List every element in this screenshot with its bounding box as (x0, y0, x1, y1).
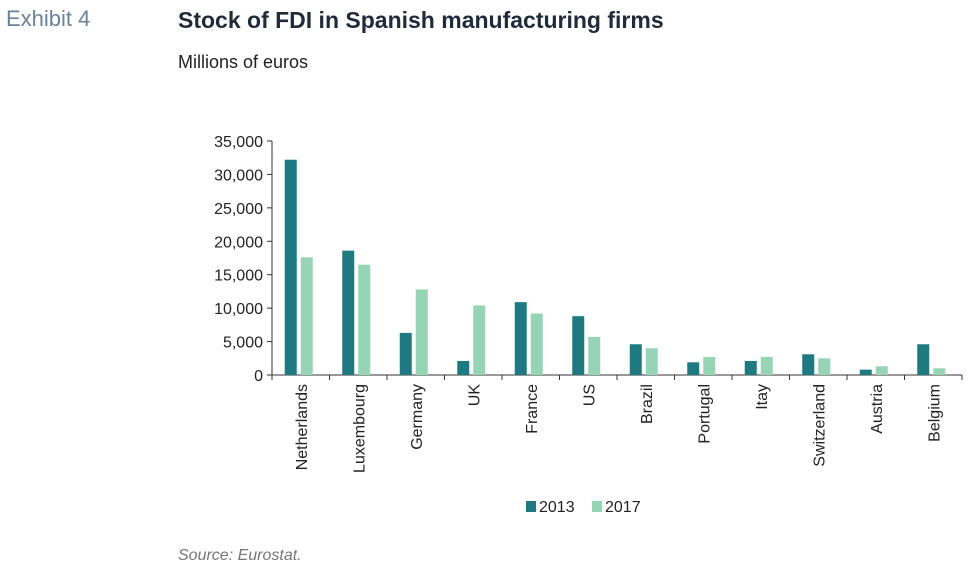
bar-2017-itay (760, 356, 773, 375)
bar-2017-germany (415, 289, 428, 375)
x-tick-label: Brazil (639, 384, 656, 424)
y-axis: 0 5,000 10,000 15,000 20,000 25,000 30,000 35,0… (214, 134, 273, 385)
x-tick-label: Portugal (696, 384, 713, 444)
y-tick-label: 10,000 (214, 301, 263, 318)
bar-2013-belgium (917, 344, 930, 375)
bar-2013-switzerland (802, 354, 815, 375)
legend-label-2013: 2013 (539, 499, 575, 516)
x-tick-label: UK (466, 384, 483, 407)
legend: 2013 2017 (526, 499, 641, 516)
bar-2017-france (530, 313, 543, 375)
bar-2013-austria (859, 369, 872, 375)
chart-subtitle: Millions of euros (178, 52, 309, 72)
y-tick-label: 25,000 (214, 201, 263, 218)
bar-2013-itay (744, 360, 757, 375)
y-tick-label: 0 (254, 368, 263, 385)
bar-2017-uk (473, 305, 486, 375)
bar-2017-portugal (703, 356, 716, 375)
x-tick-label: Germany (409, 384, 426, 450)
x-tick-label: Switzerland (811, 384, 828, 467)
x-tick-label: Itay (754, 384, 771, 410)
exhibit-label: Exhibit 4 (6, 6, 91, 31)
y-tick-label: 20,000 (214, 234, 263, 251)
legend-label-2017: 2017 (605, 499, 641, 516)
bar-2013-portugal (687, 362, 700, 375)
y-tick-label: 15,000 (214, 268, 263, 285)
chart-title: Stock of FDI in Spanish manufacturing fi… (178, 7, 664, 33)
bar-2017-brazil (645, 348, 658, 375)
legend-swatch-2013 (526, 501, 536, 512)
x-tick-label: Luxembourg (351, 384, 368, 473)
x-tick-label: France (524, 384, 541, 434)
y-tick-label: 35,000 (214, 134, 263, 151)
bar-2013-us (572, 316, 585, 375)
y-tick-label: 30,000 (214, 167, 263, 184)
bar-2017-switzerland (818, 358, 831, 375)
bar-2013-netherlands (284, 159, 297, 375)
bar-2013-france (514, 302, 527, 375)
bar-2017-netherlands (300, 257, 313, 375)
bar-2017-belgium (933, 368, 946, 375)
x-tick-label: Netherlands (294, 384, 311, 470)
y-tick-label: 5,000 (223, 335, 263, 352)
bar-2013-germany (399, 332, 412, 375)
legend-swatch-2017 (592, 501, 602, 512)
bar-2017-austria (875, 366, 888, 375)
bar-2017-luxembourg (358, 264, 371, 375)
x-tick-label: US (581, 384, 598, 406)
bar-2013-brazil (629, 344, 642, 375)
x-tick-label: Austria (869, 384, 886, 434)
bar-2017-us (588, 336, 601, 375)
bar-2013-uk (457, 360, 470, 375)
bar-2013-luxembourg (342, 250, 355, 375)
x-axis: Netherlands Luxembourg Germany UK France US Br… (271, 374, 963, 473)
x-tick-label: Belgium (926, 384, 943, 442)
bars (284, 159, 946, 375)
source-note: Source: Eurostat. (178, 547, 302, 564)
